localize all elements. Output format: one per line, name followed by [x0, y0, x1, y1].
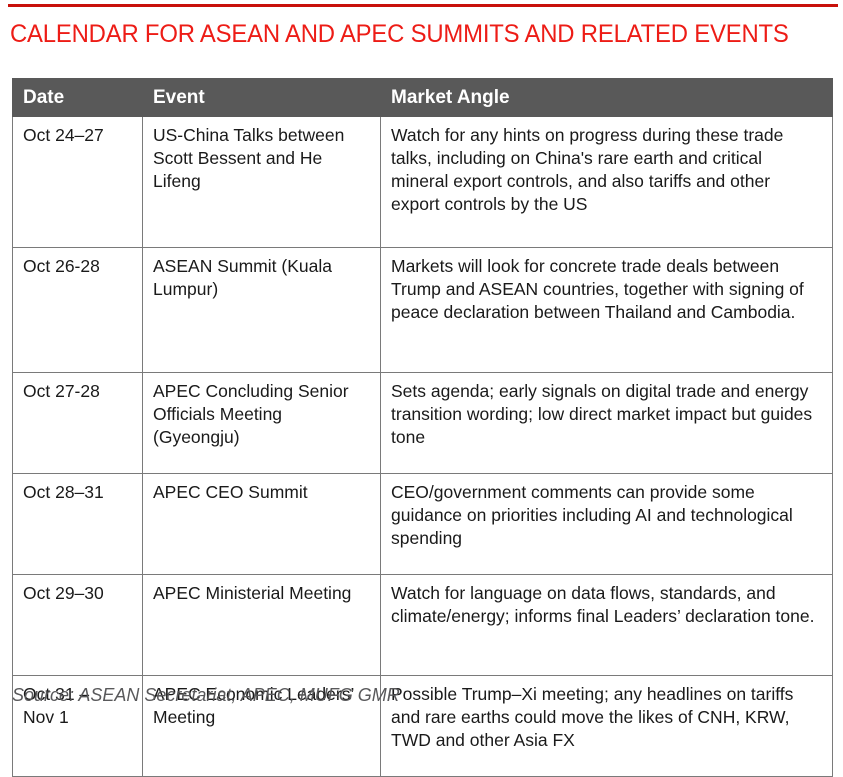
cell-event: ASEAN Summit (Kuala Lumpur)	[142, 247, 381, 373]
top-accent-rule	[8, 4, 838, 7]
cell-event: APEC Concluding Senior Officials Meeting…	[142, 372, 381, 474]
table-row: Oct 27-28 APEC Concluding Senior Officia…	[12, 372, 833, 474]
cell-market-angle: Markets will look for concrete trade dea…	[380, 247, 833, 373]
table-body: Oct 24–27 US-China Talks between Scott B…	[12, 116, 833, 777]
cell-market-angle: Watch for language on data flows, standa…	[380, 574, 833, 676]
cell-date: Oct 26-28	[12, 247, 143, 373]
cell-event-text: ASEAN Summit (Kuala Lumpur)	[153, 256, 332, 299]
cell-date-text: Oct 29–30	[23, 583, 104, 603]
cell-market-angle-text: Watch for language on data flows, standa…	[391, 583, 815, 626]
cell-event: APEC CEO Summit	[142, 473, 381, 575]
column-header-event: Event	[142, 78, 381, 117]
cell-date-text: Oct 28–31	[23, 482, 104, 502]
cell-date: Oct 27-28	[12, 372, 143, 474]
cell-date-text: Oct 24–27	[23, 125, 104, 145]
table-row: Oct 29–30 APEC Ministerial Meeting Watch…	[12, 574, 833, 676]
cell-date-text: Oct 26-28	[23, 256, 100, 276]
cell-market-angle-text: Sets agenda; early signals on digital tr…	[391, 381, 813, 447]
cell-event: US-China Talks between Scott Bessent and…	[142, 116, 381, 248]
events-calendar-table: Date Event Market Angle Oct 24–27 US-Chi…	[12, 78, 833, 777]
cell-event: APEC Ministerial Meeting	[142, 574, 381, 676]
cell-date: Oct 29–30	[12, 574, 143, 676]
cell-market-angle-text: CEO/government comments can provide some…	[391, 482, 793, 548]
cell-market-angle: Watch for any hints on progress during t…	[380, 116, 833, 248]
page-title: CALENDAR FOR ASEAN AND APEC SUMMITS AND …	[10, 20, 789, 48]
source-note: Source: ASEAN Secretariat, APEC, MUFG GM…	[12, 685, 400, 705]
cell-market-angle-text: Watch for any hints on progress during t…	[391, 125, 784, 214]
calendar-page: CALENDAR FOR ASEAN AND APEC SUMMITS AND …	[8, 4, 838, 777]
cell-event-text: APEC Ministerial Meeting	[153, 583, 352, 603]
column-header-market-angle: Market Angle	[380, 78, 833, 117]
cell-event-text: APEC Economic Leaders’ Meeting	[153, 684, 354, 727]
table-row: Oct 28–31 APEC CEO Summit CEO/government…	[12, 473, 833, 575]
cell-market-angle-text: Possible Trump–Xi meeting; any headlines…	[391, 684, 794, 750]
cell-market-angle: CEO/government comments can provide some…	[380, 473, 833, 575]
cell-event-text: APEC CEO Summit	[153, 482, 308, 502]
table-row: Oct 24–27 US-China Talks between Scott B…	[12, 116, 833, 248]
cell-date: Oct 24–27	[12, 116, 143, 248]
table-row: Oct 26-28 ASEAN Summit (Kuala Lumpur) Ma…	[12, 247, 833, 373]
cell-date-text: Oct 31 – Nov 1	[23, 684, 90, 727]
column-header-date: Date	[12, 78, 143, 117]
cell-market-angle: Sets agenda; early signals on digital tr…	[380, 372, 833, 474]
cell-market-angle-text: Markets will look for concrete trade dea…	[391, 256, 804, 322]
table-header: Date Event Market Angle	[12, 78, 833, 117]
cell-market-angle: Possible Trump–Xi meeting; any headlines…	[380, 675, 833, 777]
table-header-row: Date Event Market Angle	[12, 78, 833, 117]
cell-date: Oct 28–31	[12, 473, 143, 575]
cell-event-text: US-China Talks between Scott Bessent and…	[153, 125, 345, 191]
cell-date-text: Oct 27-28	[23, 381, 100, 401]
cell-event-text: APEC Concluding Senior Officials Meeting…	[153, 381, 349, 447]
